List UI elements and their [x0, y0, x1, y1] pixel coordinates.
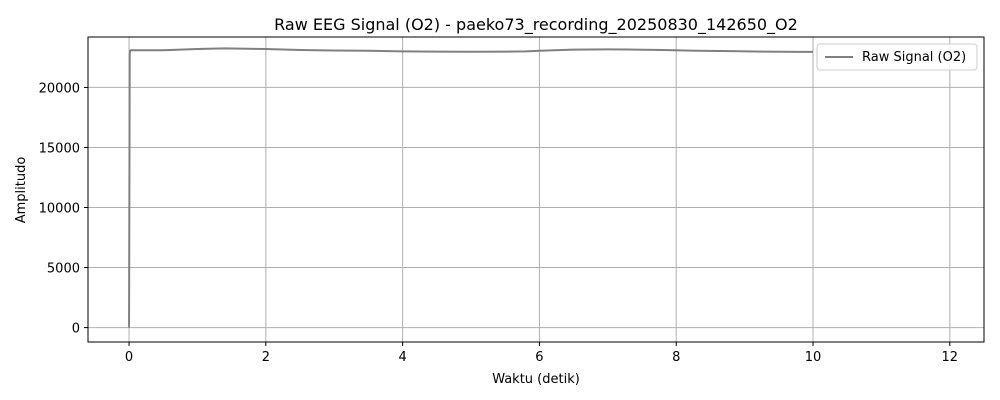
legend: Raw Signal (O2) — [816, 43, 978, 71]
y-axis-label: Amplitudo — [14, 157, 29, 224]
plot-frame — [87, 36, 985, 343]
x-tick-label: 12 — [942, 350, 959, 365]
tick-layer: 0 2 4 6 8 10 12 0 5000 10000 15000 20000 — [39, 81, 958, 365]
x-tick-label: 8 — [672, 350, 680, 365]
chart-title: Raw EEG Signal (O2) - paeko73_recording_… — [274, 15, 798, 35]
grid-lines — [88, 37, 984, 342]
series-line-raw-signal-o2 — [128, 47, 814, 328]
legend-box — [816, 43, 978, 71]
x-tick-label: 0 — [125, 350, 133, 365]
y-tick-label: 0 — [72, 322, 80, 337]
y-tick-label: 15000 — [39, 141, 80, 156]
x-tick-label: 4 — [398, 350, 406, 365]
series-layer — [128, 47, 814, 328]
y-tick-label: 5000 — [47, 262, 80, 277]
y-tick-label: 20000 — [39, 81, 80, 96]
x-tick-label: 10 — [805, 350, 822, 365]
x-axis-label: Waktu (detik) — [492, 372, 580, 387]
x-tick-label: 6 — [535, 350, 543, 365]
y-tick-label: 10000 — [39, 202, 80, 217]
x-tick-label: 2 — [262, 350, 270, 365]
legend-label: Raw Signal (O2) — [862, 50, 966, 65]
